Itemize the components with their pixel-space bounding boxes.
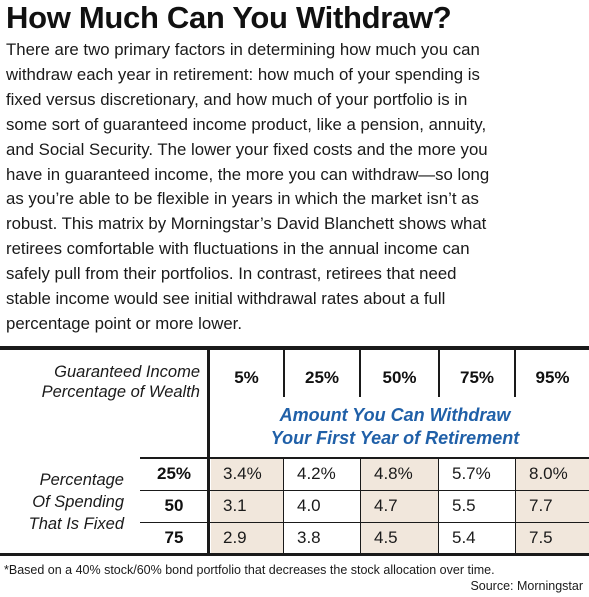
shaded-column-95 bbox=[516, 459, 589, 554]
table-cell: 8.0% bbox=[529, 464, 568, 483]
intro-line: as you’re able to be flexible in years i… bbox=[6, 189, 479, 209]
source-credit: Source: Morningstar bbox=[470, 579, 583, 593]
table-cell: 4.0 bbox=[297, 496, 321, 515]
table-cell-divider bbox=[360, 458, 361, 555]
column-header: 5% bbox=[234, 368, 259, 387]
table-top-rule bbox=[0, 346, 589, 350]
page-title: How Much Can You Withdraw? bbox=[6, 0, 452, 35]
intro-paragraph: There are two primary factors in determi… bbox=[6, 38, 586, 337]
intro-line: and Social Security. The lower your fixe… bbox=[6, 139, 488, 159]
column-header: 95% bbox=[535, 368, 570, 387]
table-bottom-rule bbox=[0, 553, 589, 556]
table-cell: 5.5 bbox=[452, 496, 476, 515]
guaranteed-income-label: Guaranteed Income Percentage of Wealth bbox=[41, 363, 200, 401]
row-header: 25% bbox=[156, 464, 192, 483]
table-cell-divider bbox=[283, 458, 284, 555]
shaded-column-50 bbox=[361, 459, 438, 554]
column-header: 25% bbox=[304, 368, 340, 387]
intro-line: some sort of guaranteed income product, … bbox=[6, 114, 487, 134]
intro-line: fixed versus discretionary, and how much… bbox=[6, 89, 468, 109]
table-column-divider bbox=[514, 350, 516, 397]
intro-line: percentage point or more lower. bbox=[6, 313, 243, 333]
intro-line: withdraw each year in retirement: how mu… bbox=[6, 64, 480, 84]
column-header: 50% bbox=[382, 368, 417, 387]
footnote: *Based on a 40% stock/60% bond portfolio… bbox=[4, 563, 495, 577]
table-cell: 3.1 bbox=[223, 496, 247, 515]
row-header: 50 bbox=[164, 496, 184, 515]
row-header: 75 bbox=[164, 528, 184, 547]
intro-line: stable income would see initial withdraw… bbox=[6, 289, 446, 309]
intro-line: have in guaranteed income, the more you … bbox=[6, 164, 490, 184]
table-cell-divider bbox=[515, 458, 516, 555]
table-cell: 4.5 bbox=[374, 528, 398, 547]
table-cell-divider bbox=[438, 458, 439, 555]
table-cell: 3.4% bbox=[223, 464, 262, 483]
table-cell: 3.8 bbox=[297, 528, 321, 547]
table-cell: 5.7% bbox=[452, 464, 491, 483]
table-vertical-divider bbox=[207, 350, 210, 555]
intro-line: safely pull from their portfolios. In co… bbox=[6, 264, 457, 284]
table-cell: 4.8% bbox=[374, 464, 413, 483]
table-cell: 7.5 bbox=[529, 528, 553, 547]
table-column-divider bbox=[438, 350, 440, 397]
intro-line: retirees comfortable with fluctuations i… bbox=[6, 239, 470, 259]
fixed-spending-label: Percentage Of Spending That Is Fixed bbox=[28, 471, 124, 533]
table-row-divider bbox=[140, 457, 589, 459]
table-cell: 4.7 bbox=[374, 496, 398, 515]
table-column-divider bbox=[359, 350, 361, 397]
table-cell: 7.7 bbox=[529, 496, 553, 515]
shaded-column-5 bbox=[211, 459, 283, 554]
table-cell: 4.2% bbox=[297, 464, 336, 483]
table-column-divider bbox=[283, 350, 285, 397]
intro-line: There are two primary factors in determi… bbox=[6, 40, 480, 59]
table-subtitle: Amount You Can Withdraw Your First Year … bbox=[270, 405, 520, 448]
column-header: 75% bbox=[459, 368, 495, 387]
table-cell: 5.4 bbox=[452, 528, 476, 547]
table-cell: 2.9 bbox=[223, 528, 247, 547]
table-row-divider bbox=[140, 522, 589, 523]
intro-line: robust. This matrix by Morningstar’s Dav… bbox=[6, 214, 487, 234]
table-row-divider bbox=[140, 490, 589, 491]
